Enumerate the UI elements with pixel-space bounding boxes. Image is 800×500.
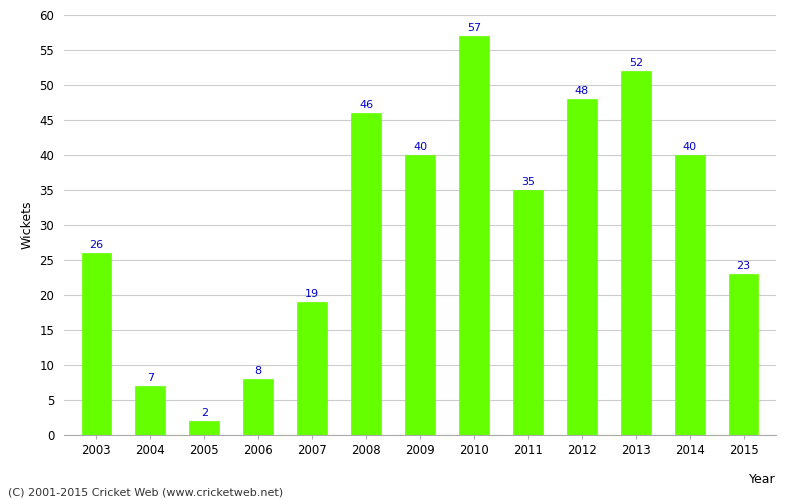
Text: 2: 2 <box>201 408 208 418</box>
Text: 57: 57 <box>467 23 481 33</box>
Text: 40: 40 <box>682 142 697 152</box>
Bar <box>82 253 111 435</box>
Text: 19: 19 <box>305 289 319 299</box>
Text: 48: 48 <box>574 86 589 96</box>
Bar <box>243 379 273 435</box>
Text: 7: 7 <box>146 373 154 383</box>
Bar <box>621 71 650 435</box>
Bar <box>190 421 219 435</box>
Bar <box>513 190 542 435</box>
Bar <box>459 36 489 435</box>
Text: (C) 2001-2015 Cricket Web (www.cricketweb.net): (C) 2001-2015 Cricket Web (www.cricketwe… <box>8 488 283 498</box>
Bar <box>298 302 327 435</box>
Bar <box>675 155 705 435</box>
Text: Year: Year <box>750 473 776 486</box>
Text: 8: 8 <box>254 366 262 376</box>
Bar <box>567 99 597 435</box>
Bar <box>405 155 435 435</box>
Bar <box>729 274 758 435</box>
Text: 23: 23 <box>737 261 750 271</box>
Y-axis label: Wickets: Wickets <box>21 200 34 249</box>
Bar <box>135 386 165 435</box>
Text: 46: 46 <box>359 100 373 110</box>
Text: 40: 40 <box>413 142 427 152</box>
Text: 26: 26 <box>90 240 103 250</box>
Text: 35: 35 <box>521 177 535 187</box>
Text: 52: 52 <box>629 58 643 68</box>
Bar <box>351 113 381 435</box>
